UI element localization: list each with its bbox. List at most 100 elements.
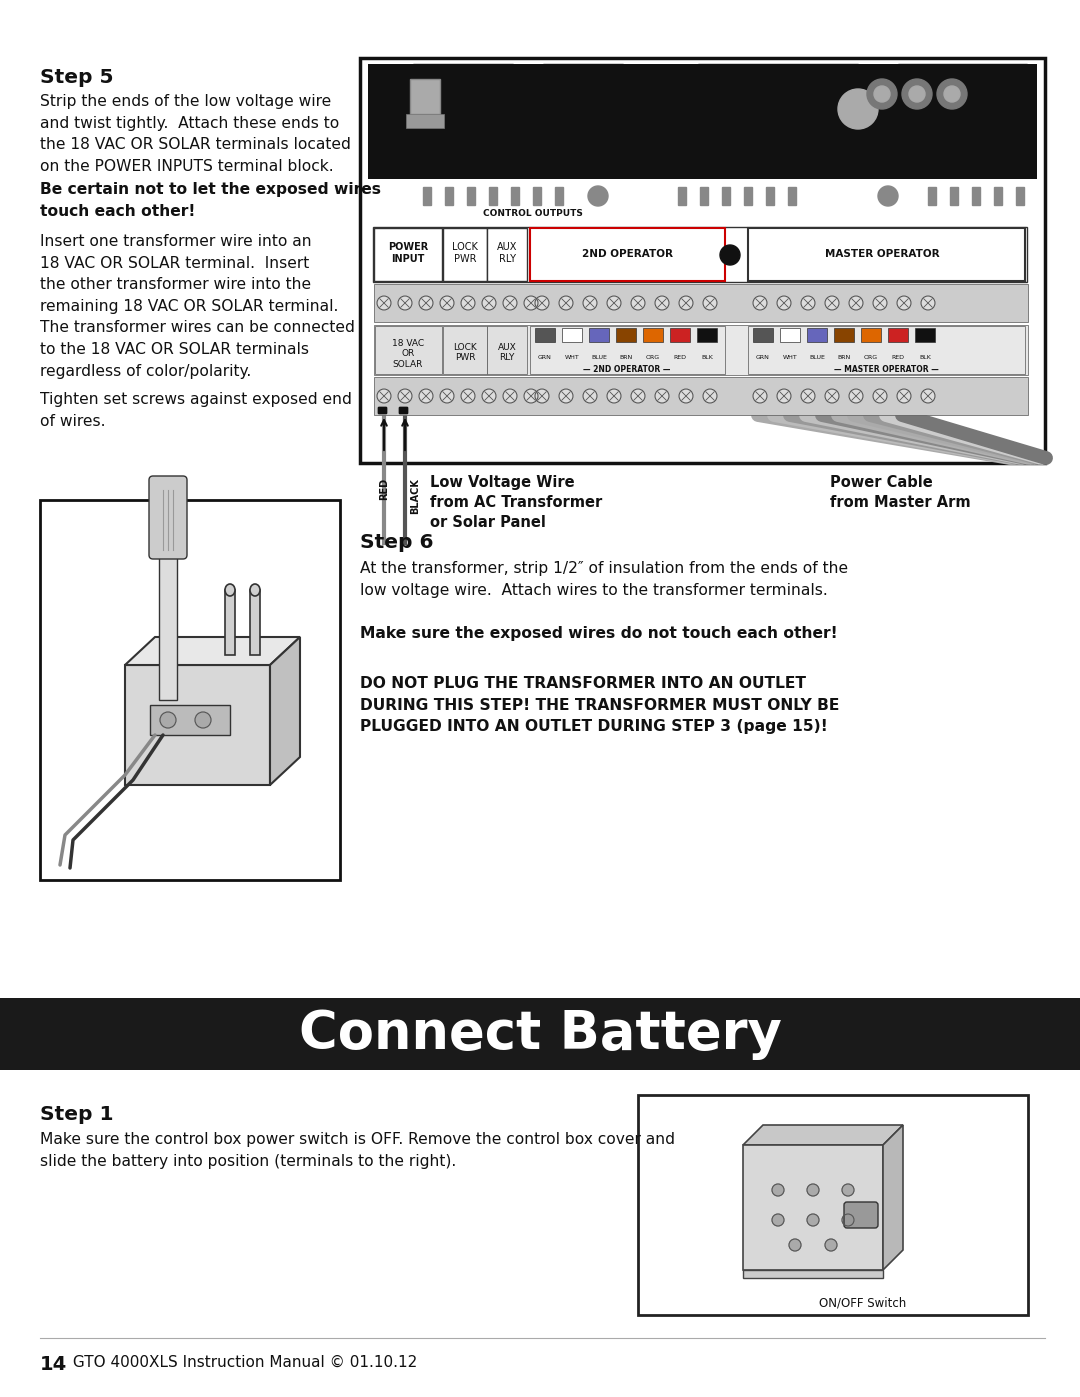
Bar bbox=[543, 64, 623, 124]
Polygon shape bbox=[270, 637, 300, 785]
Bar bbox=[368, 64, 1037, 457]
Text: AUX
RLY: AUX RLY bbox=[498, 344, 516, 362]
Bar bbox=[406, 115, 444, 129]
Bar bbox=[535, 328, 555, 342]
Circle shape bbox=[873, 388, 887, 402]
Bar bbox=[616, 328, 636, 342]
Circle shape bbox=[588, 186, 608, 205]
Circle shape bbox=[777, 388, 791, 402]
Bar bbox=[374, 284, 1028, 321]
Bar bbox=[410, 80, 440, 115]
Circle shape bbox=[654, 388, 669, 402]
Text: Make sure the control box power switch is OFF. Remove the control box cover and
: Make sure the control box power switch i… bbox=[40, 1132, 675, 1169]
Text: — 2ND OPERATOR —: — 2ND OPERATOR — bbox=[583, 365, 671, 374]
Bar bbox=[766, 187, 774, 205]
Text: BRN: BRN bbox=[837, 355, 851, 360]
Ellipse shape bbox=[413, 74, 513, 163]
Bar bbox=[40, 500, 340, 880]
Circle shape bbox=[944, 87, 960, 102]
Text: Make sure the exposed wires do not touch each other!: Make sure the exposed wires do not touch… bbox=[360, 626, 838, 641]
Circle shape bbox=[753, 388, 767, 402]
Bar bbox=[378, 407, 386, 414]
Bar bbox=[487, 228, 527, 281]
Text: 18 VAC
OR
SOLAR: 18 VAC OR SOLAR bbox=[392, 339, 424, 369]
Text: Insert one transformer wire into an
18 VAC OR SOLAR terminal.  Insert
the other : Insert one transformer wire into an 18 V… bbox=[40, 235, 355, 379]
Bar bbox=[530, 326, 725, 374]
Text: MASTER OPERATOR: MASTER OPERATOR bbox=[825, 249, 940, 258]
Bar bbox=[489, 187, 497, 205]
Circle shape bbox=[195, 712, 211, 728]
Text: BLACK: BLACK bbox=[410, 478, 420, 514]
Circle shape bbox=[937, 80, 967, 109]
FancyBboxPatch shape bbox=[149, 476, 187, 559]
Text: WHT: WHT bbox=[783, 355, 797, 360]
Polygon shape bbox=[743, 1146, 883, 1270]
Circle shape bbox=[772, 1214, 784, 1227]
Text: AUX
RLY: AUX RLY bbox=[497, 242, 517, 264]
Circle shape bbox=[921, 296, 935, 310]
Bar bbox=[373, 226, 1027, 282]
Text: RED: RED bbox=[891, 355, 905, 360]
Bar bbox=[670, 328, 690, 342]
Circle shape bbox=[825, 1239, 837, 1250]
Circle shape bbox=[842, 1214, 854, 1227]
Text: Power Cable
from Master Arm: Power Cable from Master Arm bbox=[831, 475, 971, 510]
Circle shape bbox=[399, 388, 411, 402]
Bar bbox=[375, 326, 442, 374]
Bar bbox=[225, 590, 235, 655]
Circle shape bbox=[867, 80, 897, 109]
Bar bbox=[555, 187, 563, 205]
Circle shape bbox=[654, 296, 669, 310]
Bar bbox=[159, 555, 177, 700]
Circle shape bbox=[503, 296, 517, 310]
Bar bbox=[443, 326, 487, 374]
Text: ORG: ORG bbox=[646, 355, 660, 360]
Circle shape bbox=[377, 296, 391, 310]
Text: Step 6: Step 6 bbox=[360, 534, 433, 552]
Circle shape bbox=[807, 1214, 819, 1227]
Circle shape bbox=[461, 296, 475, 310]
Circle shape bbox=[874, 87, 890, 102]
Bar bbox=[928, 187, 936, 205]
Bar bbox=[249, 590, 260, 655]
Text: BRN: BRN bbox=[619, 355, 633, 360]
Text: At the transformer, strip 1/2″ of insulation from the ends of the
low voltage wi: At the transformer, strip 1/2″ of insula… bbox=[360, 562, 848, 598]
Circle shape bbox=[679, 296, 693, 310]
Bar bbox=[744, 187, 752, 205]
Text: RED: RED bbox=[379, 478, 389, 500]
Bar bbox=[445, 187, 453, 205]
Text: LOCK
PWR: LOCK PWR bbox=[453, 242, 478, 264]
Circle shape bbox=[482, 296, 496, 310]
Circle shape bbox=[772, 1185, 784, 1196]
Bar bbox=[972, 187, 980, 205]
Circle shape bbox=[607, 388, 621, 402]
Circle shape bbox=[801, 388, 815, 402]
Text: GRN: GRN bbox=[756, 355, 770, 360]
Bar bbox=[150, 705, 230, 735]
Polygon shape bbox=[125, 637, 300, 665]
Text: Step 1: Step 1 bbox=[40, 1105, 113, 1125]
Bar bbox=[511, 187, 519, 205]
Bar bbox=[368, 64, 1037, 179]
Text: — MASTER OPERATOR —: — MASTER OPERATOR — bbox=[834, 365, 939, 374]
Bar bbox=[374, 377, 1028, 415]
Circle shape bbox=[440, 296, 454, 310]
Text: DO NOT PLUG THE TRANSFORMER INTO AN OUTLET
DURING THIS STEP! THE TRANSFORMER MUS: DO NOT PLUG THE TRANSFORMER INTO AN OUTL… bbox=[360, 676, 839, 735]
Circle shape bbox=[849, 388, 863, 402]
Text: Low Voltage Wire
from AC Transformer
or Solar Panel: Low Voltage Wire from AC Transformer or … bbox=[430, 475, 603, 529]
Bar bbox=[698, 64, 858, 175]
Circle shape bbox=[631, 296, 645, 310]
Bar bbox=[399, 407, 407, 414]
Text: BLUE: BLUE bbox=[809, 355, 825, 360]
Circle shape bbox=[440, 388, 454, 402]
Ellipse shape bbox=[249, 584, 260, 597]
Circle shape bbox=[461, 388, 475, 402]
Text: Step 5: Step 5 bbox=[40, 68, 113, 87]
Bar bbox=[423, 187, 431, 205]
Circle shape bbox=[399, 296, 411, 310]
Text: ORG: ORG bbox=[864, 355, 878, 360]
Bar bbox=[700, 187, 708, 205]
Polygon shape bbox=[743, 1270, 883, 1278]
Circle shape bbox=[753, 296, 767, 310]
Bar bbox=[487, 326, 527, 374]
